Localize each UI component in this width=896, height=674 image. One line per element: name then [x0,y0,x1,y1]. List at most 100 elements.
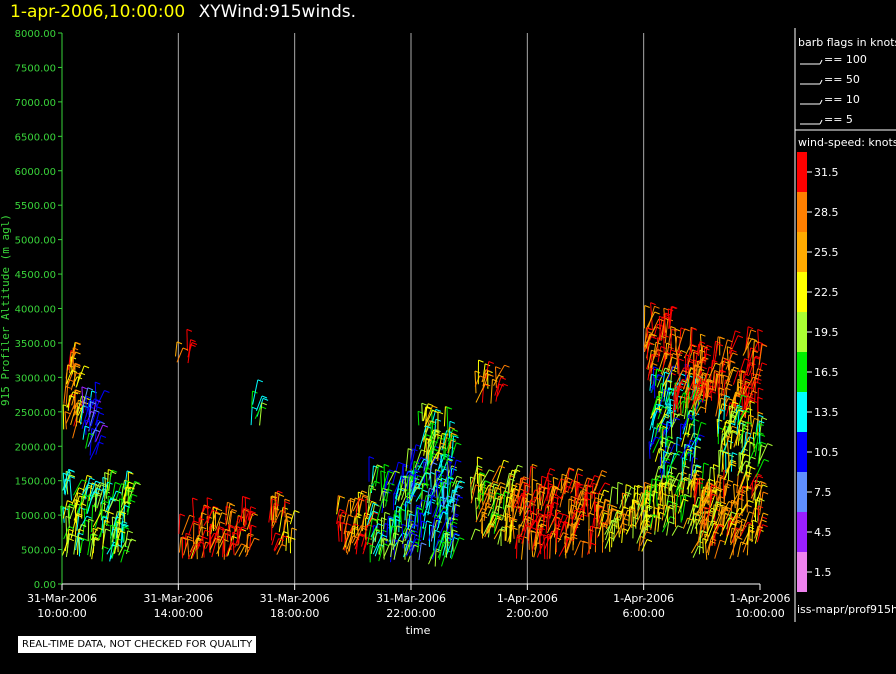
speed-color-swatch [797,152,807,192]
wind-barb-flag [282,535,289,539]
wind-barb-flag [454,533,460,537]
y-axis-label: 915 Profiler Altitude (m agl) [0,214,12,406]
wind-barb-flag [505,525,511,529]
wind-barb [663,451,665,477]
wind-barb [517,481,524,493]
wind-barb [393,539,399,560]
barb-legend-label: == 50 [824,73,860,86]
wind-barb-flag [548,482,554,486]
wind-barb-flag [728,454,735,458]
wind-barb-flag [432,409,438,413]
wind-barb-flag [680,395,686,399]
wind-barb [409,465,419,482]
wind-barb-flag [367,523,373,527]
wind-barb-flag [393,513,400,517]
wind-barb-flag [762,484,768,488]
wind-barb-flag [95,493,101,497]
wind-barb [559,521,565,538]
wind-barb [66,391,74,408]
wind-barb [745,382,748,404]
wind-barb-flag [717,418,723,422]
wind-barb-flag [484,383,491,387]
wind-barb-flag [98,441,104,445]
wind-barb-flag [77,492,83,496]
wind-barb-flag [757,525,764,529]
wind-barb [496,383,504,397]
wind-barb-flag [477,467,483,471]
wind-barb-flag [716,488,722,492]
wind-barb-flag [728,501,735,504]
wind-barb-flag [539,527,545,531]
wind-barb-flag [72,347,79,351]
wind-barb [470,484,477,504]
wind-barb-flag [658,403,664,407]
wind-barb-flag [475,528,481,532]
wind-barb [423,403,429,421]
wind-barb-flag [86,395,92,399]
wind-barb [481,486,484,505]
wind-barb-flag [654,377,660,381]
wind-barb-flag [527,492,533,496]
wind-barb [534,531,537,547]
wind-barb [92,509,104,528]
wind-barb [693,373,703,393]
wind-barb-flag [760,441,767,445]
wind-barb-flag [677,351,683,354]
wind-barb-flag [666,380,672,384]
wind-barb [106,542,115,555]
wind-barb-flag [99,421,105,425]
wind-barb [75,365,85,388]
wind-barb-flag [342,511,348,515]
wind-barb-flag [674,494,680,497]
wind-barb-flag [371,517,378,521]
wind-barb-flag [698,545,704,549]
wind-barb [660,389,665,405]
wind-barb [550,487,557,505]
wind-barb-flag [719,387,725,391]
wind-barb-flag [547,472,553,476]
plot-datetime: 1-apr-2006,10:00:00 [10,2,186,22]
wind-barb [721,509,724,535]
wind-barb [657,512,661,532]
wind-barb [209,538,216,551]
wind-barb-flag [729,405,735,409]
wind-barb [376,498,384,523]
wind-barb-flag [615,517,621,521]
wind-barb [746,347,752,372]
wind-barb [701,481,708,496]
wind-barb [431,429,437,455]
wind-barb-flag [657,423,663,427]
wind-barb-flag [430,471,436,475]
wind-barb-flag [611,507,618,511]
wind-barb [393,514,396,539]
wind-barb [700,345,704,371]
wind-barb [367,519,373,545]
wind-barb [519,497,524,515]
wind-barb [759,443,768,461]
wind-barb-flag [522,481,528,485]
wind-barb-flag [701,530,708,534]
wind-barb [698,511,708,525]
wind-barb [353,527,363,546]
wind-barb [82,387,89,407]
wind-barb-flag [580,510,586,514]
wind-barb [715,474,719,489]
wind-barb [178,537,182,553]
wind-barb [749,442,758,460]
wind-barb [90,505,94,533]
wind-barb [422,511,427,529]
wind-barb-flag [697,481,703,485]
wind-barb-flag [611,486,618,490]
barb-legend-flag [819,59,823,65]
wind-barb [343,499,350,524]
wind-barb-flag [409,513,415,517]
wind-barb-flag [450,481,457,485]
wind-barb [567,480,573,492]
wind-barb [758,344,763,365]
wind-barb [391,462,399,486]
wind-barb [748,442,751,468]
wind-barb [648,441,651,459]
wind-barb [64,470,71,496]
wind-barb [419,425,427,450]
wind-barb-flag [750,397,756,400]
